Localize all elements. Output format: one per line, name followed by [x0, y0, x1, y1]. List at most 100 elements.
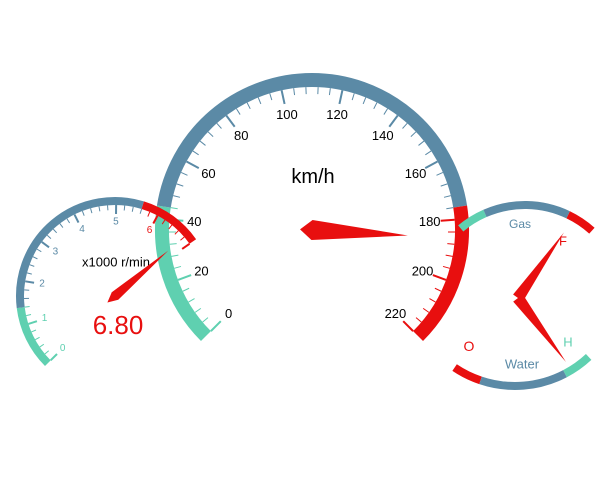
rpm-minor-tick — [40, 344, 44, 347]
speed-tick-label: 140 — [372, 128, 394, 143]
speed-minor-tick — [171, 255, 178, 256]
rpm-minor-tick — [37, 249, 41, 252]
speed-major-tick — [282, 90, 285, 104]
speed-minor-tick — [419, 141, 424, 145]
speed-tick-label: 60 — [201, 166, 215, 181]
speed-major-tick — [226, 116, 234, 127]
rpm-minor-tick — [60, 224, 63, 228]
speed-minor-tick — [444, 196, 451, 198]
speed-major-tick — [186, 161, 198, 168]
rpm-minor-tick — [35, 337, 39, 339]
speed-major-tick — [178, 275, 191, 280]
speed-major-tick — [211, 321, 221, 331]
rpm-minor-tick — [140, 209, 141, 214]
fuel-pointer — [513, 232, 564, 301]
rpm-minor-tick — [25, 306, 30, 307]
speed-minor-tick — [446, 255, 453, 256]
speed-minor-tick — [217, 123, 222, 128]
speed-title: km/h — [291, 166, 334, 188]
rpm-tick-label: 1 — [42, 313, 48, 324]
rpm-minor-tick — [175, 231, 178, 235]
speed-minor-tick — [189, 299, 195, 303]
speed-minor-tick — [173, 196, 180, 198]
speed-minor-tick — [236, 109, 240, 115]
water-band-green — [565, 357, 589, 374]
speed-minor-tick — [258, 97, 261, 103]
speed-minor-tick — [208, 132, 213, 137]
speed-tick-label: 200 — [412, 264, 434, 279]
speed-minor-tick — [411, 132, 416, 137]
speed-minor-tick — [403, 123, 408, 128]
rpm-title: x1000 r/min — [82, 255, 150, 270]
speed-minor-tick — [170, 244, 177, 245]
speed-pointer — [300, 220, 408, 240]
speed-minor-tick — [171, 208, 178, 209]
speed-tick-label: 80 — [234, 128, 248, 143]
water-end-label: H — [563, 335, 572, 350]
water-end-label: O — [464, 338, 475, 354]
speed-minor-tick — [247, 103, 250, 109]
speed-minor-tick — [384, 109, 388, 115]
water-pointer — [513, 294, 566, 362]
water-band-blue — [481, 374, 565, 386]
water-gauge: O H Water — [455, 294, 589, 386]
rpm-major-tick — [74, 215, 78, 223]
fuel-band-red — [568, 215, 592, 231]
speed-minor-tick — [374, 103, 377, 109]
speed-major-tick — [433, 275, 446, 280]
speed-minor-tick — [423, 308, 429, 312]
water-title: Water — [505, 357, 540, 372]
fuel-end-label: F — [559, 234, 567, 249]
rpm-tick-label: 4 — [79, 224, 85, 235]
rpm-minor-tick — [31, 330, 36, 332]
rpm-minor-tick — [82, 211, 84, 216]
speed-tick-label: 180 — [419, 214, 441, 229]
speed-tick-label: 40 — [187, 214, 201, 229]
rpm-tick-label: 6 — [147, 225, 153, 236]
rpm-major-tick — [51, 354, 57, 360]
rpm-major-tick — [182, 244, 189, 249]
rpm-minor-tick — [148, 212, 150, 217]
speed-minor-tick — [183, 288, 189, 291]
speed-minor-tick — [352, 93, 354, 100]
speed-minor-tick — [270, 93, 272, 100]
speed-minor-tick — [443, 266, 450, 268]
rpm-readout: 6.80 — [93, 310, 144, 340]
speed-minor-tick — [363, 97, 366, 103]
rpm-tick-label: 3 — [53, 247, 59, 258]
rpm-major-tick — [42, 242, 49, 247]
rpm-minor-tick — [30, 265, 35, 267]
speed-major-tick — [339, 90, 342, 104]
rpm-tick-label: 2 — [39, 279, 45, 290]
speed-tick-label: 120 — [326, 107, 348, 122]
rpm-minor-tick — [124, 206, 125, 211]
rpm-minor-tick — [180, 237, 184, 240]
rpm-minor-tick — [67, 219, 70, 223]
speed-major-tick — [389, 116, 397, 127]
rpm-minor-tick — [33, 257, 38, 259]
speed-minor-tick — [437, 172, 443, 175]
rpm-minor-tick — [27, 273, 32, 274]
speed-minor-tick — [447, 244, 454, 245]
speed-tick-label: 0 — [225, 306, 232, 321]
speed-tick-label: 20 — [194, 264, 208, 279]
rpm-major-tick — [25, 281, 34, 282]
rpm-minor-tick — [45, 351, 49, 354]
fuel-band-blue — [485, 205, 568, 215]
speed-minor-tick — [203, 318, 208, 323]
speed-major-tick — [441, 220, 455, 221]
speed-minor-tick — [329, 88, 330, 95]
speed-minor-tick — [446, 208, 453, 209]
speed-major-tick — [425, 161, 437, 168]
rpm-tick-label: 0 — [60, 343, 66, 354]
rpm-minor-tick — [99, 206, 100, 211]
rpm-minor-tick — [91, 208, 92, 213]
rpm-tick-label: 5 — [113, 217, 119, 228]
speed-minor-tick — [294, 88, 295, 95]
rpm-minor-tick — [132, 207, 133, 212]
rpm-major-tick — [28, 321, 37, 324]
speed-tick-label: 160 — [405, 166, 427, 181]
